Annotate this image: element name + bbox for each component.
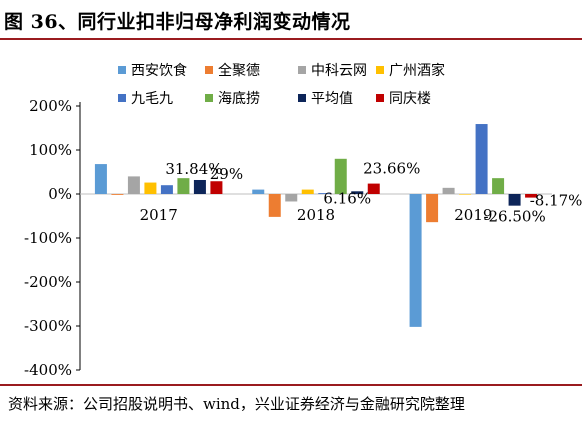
bar-4-1 [318, 193, 331, 194]
y-tick-label-2: -200% [24, 273, 72, 291]
y-tick-label-5: 100% [29, 141, 72, 159]
legend-swatch-2 [298, 66, 306, 74]
legend-label-3: 广州酒家 [389, 62, 445, 79]
source-note: 资料来源：公司招股说明书、wind，兴业证券经济与金融研究院整理 [8, 395, 465, 413]
legend-label-2: 中科云网 [311, 63, 367, 79]
bar-7-0 [210, 181, 223, 194]
data-label-5: -8.17% [530, 192, 582, 210]
legend-swatch-6 [298, 94, 306, 102]
bar-4-2 [475, 124, 488, 194]
title-bar: 图 36、同行业扣非归母净利润变动情况 [0, 0, 582, 40]
legend-swatch-4 [118, 94, 126, 102]
legend-label-6: 平均值 [311, 91, 353, 107]
legend-swatch-5 [205, 94, 213, 102]
bar-3-0 [144, 182, 157, 194]
bar-2-2 [442, 187, 455, 194]
legend-swatch-7 [376, 94, 384, 102]
bar-2-0 [127, 176, 140, 194]
bar-3-1 [301, 189, 314, 194]
bar-5-2 [492, 178, 505, 194]
bar-1-1 [268, 194, 281, 217]
category-label-0: 2017 [140, 206, 178, 224]
bar-7-2 [525, 194, 538, 198]
legend-swatch-3 [376, 66, 384, 74]
category-label-2: 2019 [454, 206, 492, 224]
legend-label-5: 海底捞 [218, 91, 260, 107]
bar-6-0 [193, 179, 206, 194]
bar-4-0 [160, 185, 173, 194]
bar-0-2 [409, 194, 422, 327]
legend-label-4: 九毛九 [131, 91, 173, 107]
legend-swatch-1 [205, 66, 213, 74]
data-label-0: 31.84% [165, 160, 222, 178]
bar-6-2 [508, 194, 521, 206]
bar-1-0 [111, 194, 124, 195]
figure-title: 图 36、同行业扣非归母净利润变动情况 [4, 11, 351, 33]
y-tick-label-4: 0% [48, 185, 72, 203]
bar-0-1 [252, 189, 265, 194]
bar-5-0 [177, 178, 190, 194]
bar-5-1 [334, 158, 347, 194]
bar-2-1 [285, 194, 298, 202]
bar-1-2 [426, 194, 439, 223]
y-tick-label-1: -300% [24, 317, 72, 335]
y-tick-label-3: -100% [24, 229, 72, 247]
legend-label-1: 全聚德 [218, 62, 260, 79]
data-label-4: -26.50% [483, 208, 545, 226]
category-label-1: 2018 [297, 206, 335, 224]
bar-0-0 [94, 164, 107, 194]
legend-label-0: 西安饮食 [131, 62, 187, 79]
y-tick-label-0: -400% [24, 361, 72, 379]
bar-3-2 [459, 194, 472, 195]
legend-swatch-0 [118, 66, 126, 74]
y-tick-label-6: 200% [29, 97, 72, 115]
data-label-1: 29% [210, 165, 243, 183]
source-divider [0, 384, 582, 386]
data-label-2: 6.16% [323, 189, 371, 207]
data-label-3: 23.66% [363, 160, 420, 178]
legend-label-7: 同庆楼 [389, 91, 431, 107]
bar-7-1 [367, 183, 380, 194]
bar-6-1 [351, 191, 364, 194]
